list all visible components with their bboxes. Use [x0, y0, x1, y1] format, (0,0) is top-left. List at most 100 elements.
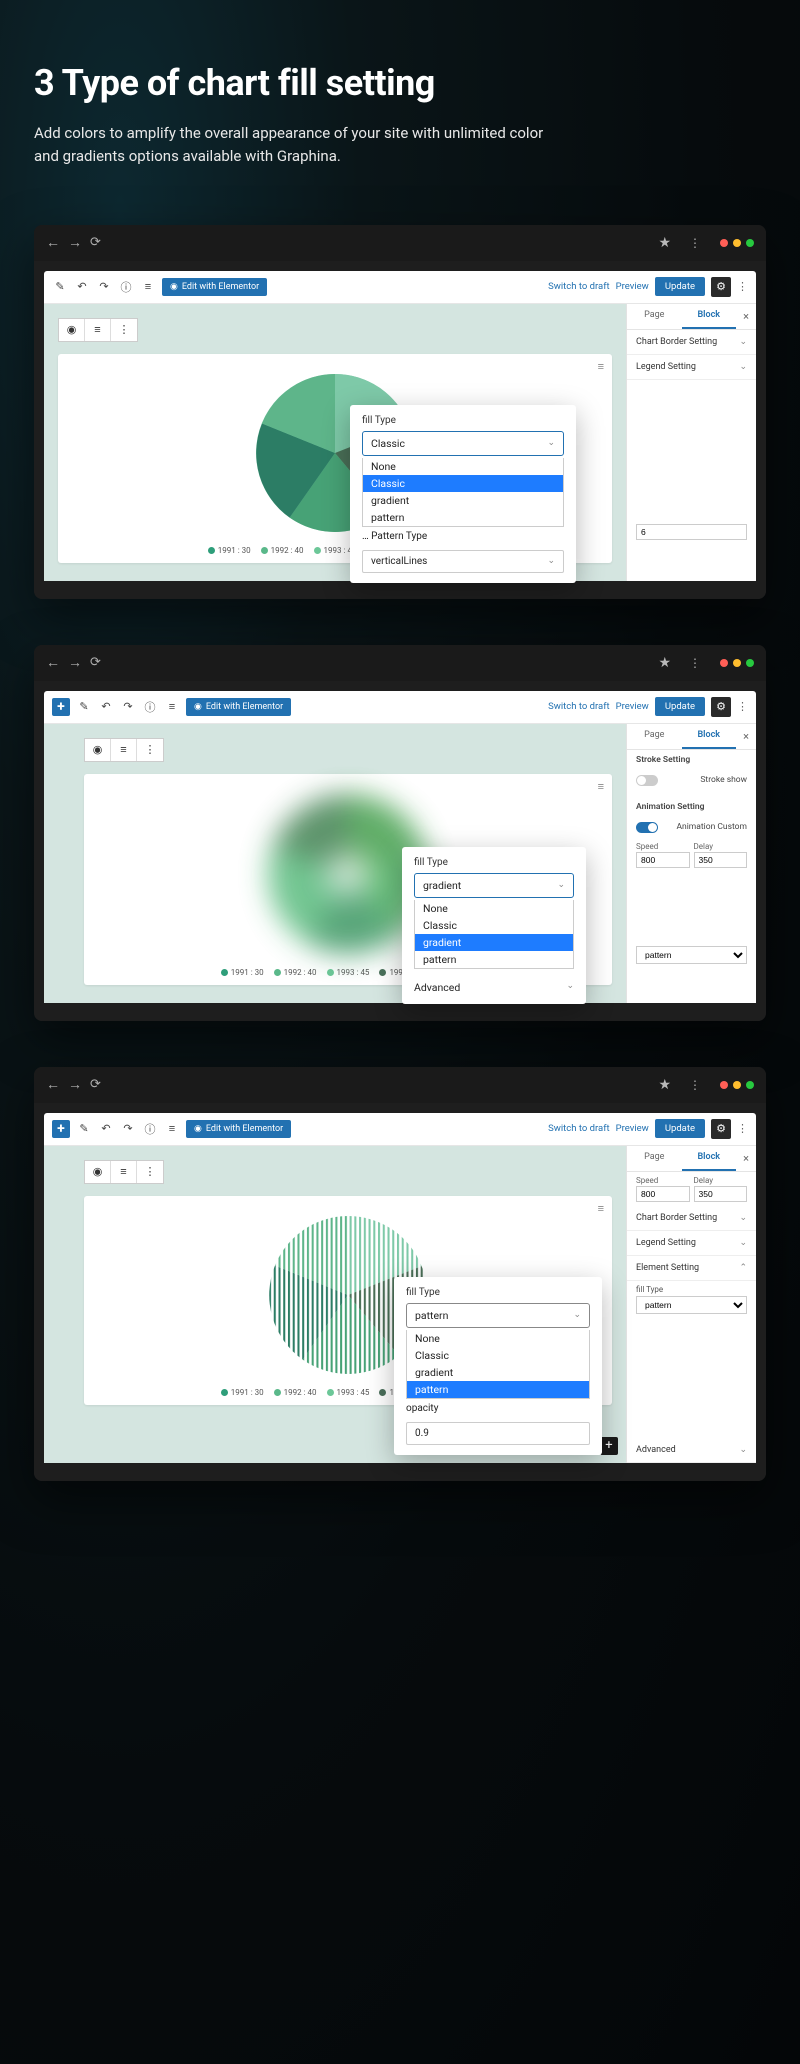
filltype-side-select[interactable]: pattern [636, 946, 747, 964]
section-legend[interactable]: Legend Setting⌄ [627, 355, 756, 380]
hero-subtitle: Add colors to amplify the overall appear… [34, 122, 554, 169]
forward-icon[interactable]: → [68, 234, 82, 251]
browser-chrome: ← → ⟳ ★ ⋮ [34, 225, 766, 261]
undo-icon[interactable]: ↶ [98, 1121, 114, 1137]
reload-icon[interactable]: ⟳ [90, 1077, 101, 1092]
fill-type-options[interactable]: None Classic gradient pattern [414, 900, 574, 969]
section-element[interactable]: Element Setting⌃ [627, 1256, 756, 1281]
redo-icon[interactable]: ↷ [120, 699, 136, 715]
tab-page[interactable]: Page [627, 304, 682, 329]
add-floating-button[interactable]: + [600, 1437, 618, 1455]
fill-type-select[interactable]: Classic⌄ [362, 431, 564, 456]
pencil-icon[interactable]: ✎ [76, 699, 92, 715]
list-icon[interactable]: ≡ [140, 279, 156, 295]
list-icon[interactable]: ≡ [164, 699, 180, 715]
update-button[interactable]: Update [655, 1119, 705, 1138]
speed-input[interactable] [636, 852, 690, 868]
preview-link[interactable]: Preview [616, 701, 649, 712]
block-toolbar[interactable]: ◉≡⋮ [84, 1160, 164, 1184]
add-block-button[interactable]: + [52, 1120, 70, 1138]
forward-icon[interactable]: → [68, 654, 82, 671]
reload-icon[interactable]: ⟳ [90, 235, 101, 250]
more-icon[interactable]: ⋮ [737, 1122, 748, 1135]
bookmark-icon[interactable]: ★ [658, 235, 671, 251]
window-dots [720, 239, 754, 247]
tab-block[interactable]: Block [682, 1146, 737, 1171]
block-toolbar[interactable]: ◉≡⋮ [58, 318, 138, 342]
opacity-input[interactable]: 0.9 [406, 1422, 590, 1445]
reload-icon[interactable]: ⟳ [90, 655, 101, 670]
update-button[interactable]: Update [655, 277, 705, 296]
pencil-icon[interactable]: ✎ [52, 279, 68, 295]
switch-draft-link[interactable]: Switch to draft [548, 1123, 610, 1134]
back-icon[interactable]: ← [46, 234, 60, 251]
filltype-side-select[interactable]: pattern [636, 1296, 747, 1314]
close-icon[interactable]: × [736, 304, 756, 329]
info-icon[interactable]: ⓘ [142, 699, 158, 715]
fill-type-options[interactable]: None Classic gradient pattern [362, 458, 564, 527]
opacity-label: opacity [406, 1399, 590, 1414]
tab-block[interactable]: Block [682, 724, 737, 749]
menu-icon[interactable]: ⋮ [689, 656, 700, 670]
forward-icon[interactable]: → [68, 1076, 82, 1093]
info-icon[interactable]: ⓘ [118, 279, 134, 295]
gear-icon[interactable]: ⚙ [711, 277, 731, 297]
fill-type-popover: fill Type Classic⌄ None Classic gradient… [350, 405, 576, 583]
section-legend[interactable]: Legend Setting⌄ [627, 1231, 756, 1256]
undo-icon[interactable]: ↶ [98, 699, 114, 715]
settings-sidebar: Page Block × Chart Border Setting⌄ Legen… [626, 304, 756, 581]
section-advanced[interactable]: Advanced⌄ [627, 1438, 756, 1463]
edit-elementor-button[interactable]: Edit with Elementor [186, 698, 291, 716]
back-icon[interactable]: ← [46, 1076, 60, 1093]
section-border[interactable]: Chart Border Setting⌄ [627, 330, 756, 355]
redo-icon[interactable]: ↷ [120, 1121, 136, 1137]
close-icon[interactable]: × [736, 1146, 756, 1171]
bookmark-icon[interactable]: ★ [658, 655, 671, 671]
more-icon[interactable]: ⋮ [737, 700, 748, 713]
edit-elementor-button[interactable]: Edit with Elementor [186, 1120, 291, 1138]
block-toolbar[interactable]: ◉≡⋮ [84, 738, 164, 762]
fill-type-options[interactable]: None Classic gradient pattern [406, 1330, 590, 1399]
pattern-value-select[interactable]: verticalLines⌄ [362, 550, 564, 573]
tab-page[interactable]: Page [627, 724, 682, 749]
chart-menu-icon[interactable]: ≡ [598, 1202, 604, 1215]
fill-type-select[interactable]: gradient⌄ [414, 873, 574, 898]
advanced-row[interactable]: Advanced⌄ [414, 981, 574, 994]
animation-custom-row[interactable]: Animation Custom [627, 817, 756, 838]
switch-draft-link[interactable]: Switch to draft [548, 701, 610, 712]
menu-icon[interactable]: ⋮ [689, 236, 700, 250]
add-block-button[interactable]: + [52, 698, 70, 716]
section-border[interactable]: Chart Border Setting⌄ [627, 1206, 756, 1231]
edit-elementor-button[interactable]: Edit with Elementor [162, 278, 267, 296]
gear-icon[interactable]: ⚙ [711, 1119, 731, 1139]
fill-type-popover: fill Type pattern⌄ None Classic gradient… [394, 1277, 602, 1455]
stroke-heading: Stroke Setting [627, 750, 756, 770]
preview-link[interactable]: Preview [616, 1123, 649, 1134]
redo-icon[interactable]: ↷ [96, 279, 112, 295]
fill-type-select[interactable]: pattern⌄ [406, 1303, 590, 1328]
menu-icon[interactable]: ⋮ [689, 1078, 700, 1092]
pattern-type-label: … Pattern Type [362, 527, 564, 542]
info-icon[interactable]: ⓘ [142, 1121, 158, 1137]
list-icon[interactable]: ≡ [164, 1121, 180, 1137]
tab-page[interactable]: Page [627, 1146, 682, 1171]
bookmark-icon[interactable]: ★ [658, 1077, 671, 1093]
hero-title: 3 Type of chart fill setting [34, 62, 766, 104]
numeric-input[interactable] [636, 524, 747, 540]
pencil-icon[interactable]: ✎ [76, 1121, 92, 1137]
chart-menu-icon[interactable]: ≡ [598, 360, 604, 373]
undo-icon[interactable]: ↶ [74, 279, 90, 295]
more-icon[interactable]: ⋮ [737, 280, 748, 293]
gear-icon[interactable]: ⚙ [711, 697, 731, 717]
speed-input[interactable] [636, 1186, 690, 1202]
close-icon[interactable]: × [736, 724, 756, 749]
switch-draft-link[interactable]: Switch to draft [548, 281, 610, 292]
tab-block[interactable]: Block [682, 304, 737, 329]
stroke-show-row[interactable]: Stroke show [627, 770, 756, 791]
delay-input[interactable] [694, 1186, 748, 1202]
back-icon[interactable]: ← [46, 654, 60, 671]
delay-input[interactable] [694, 852, 748, 868]
preview-link[interactable]: Preview [616, 281, 649, 292]
update-button[interactable]: Update [655, 697, 705, 716]
chart-menu-icon[interactable]: ≡ [598, 780, 604, 793]
